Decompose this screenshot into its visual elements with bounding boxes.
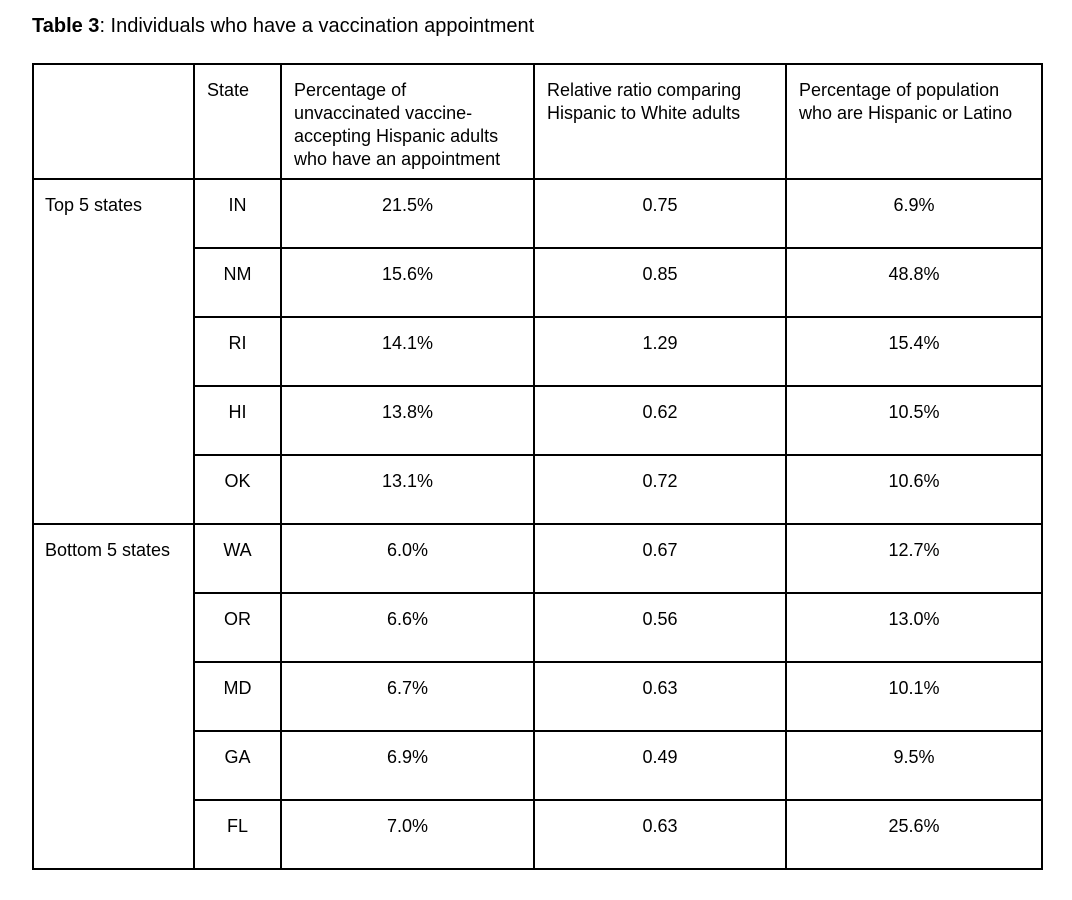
pct-appointment-cell: 21.5% bbox=[280, 178, 535, 249]
state-cell: HI bbox=[193, 385, 282, 456]
table-row: RI 14.1% 1.29 15.4% bbox=[33, 316, 1043, 387]
pct-hispanic-cell: 13.0% bbox=[785, 592, 1043, 663]
group-label-top5: Top 5 states bbox=[32, 178, 195, 525]
pct-appointment-cell: 13.1% bbox=[280, 454, 535, 525]
relative-ratio-cell: 0.85 bbox=[533, 247, 787, 318]
pct-hispanic-cell: 12.7% bbox=[785, 523, 1043, 594]
table-title-text: : Individuals who have a vaccination app… bbox=[99, 15, 535, 37]
table-row: MD 6.7% 0.63 10.1% bbox=[33, 661, 1043, 732]
table-row: HI 13.8% 0.62 10.5% bbox=[33, 385, 1043, 456]
header-pct-appointment: Percentage of unvaccinated vaccine-accep… bbox=[280, 63, 535, 180]
pct-appointment-cell: 6.0% bbox=[280, 523, 535, 594]
relative-ratio-cell: 0.62 bbox=[533, 385, 787, 456]
document-page: Table 3: Individuals who have a vaccinat… bbox=[32, 14, 1072, 870]
pct-hispanic-cell: 9.5% bbox=[785, 730, 1043, 801]
pct-hispanic-cell: 48.8% bbox=[785, 247, 1043, 318]
relative-ratio-cell: 0.72 bbox=[533, 454, 787, 525]
table-row: Top 5 states IN 21.5% 0.75 6.9% bbox=[32, 178, 1043, 525]
table-header-row: State Percentage of unvaccinated vaccine… bbox=[32, 63, 1043, 180]
relative-ratio-cell: 0.75 bbox=[533, 178, 787, 249]
state-cell: NM bbox=[193, 247, 282, 318]
relative-ratio-cell: 0.67 bbox=[533, 523, 787, 594]
table-row: FL 7.0% 0.63 25.6% bbox=[33, 799, 1043, 870]
relative-ratio-cell: 0.56 bbox=[533, 592, 787, 663]
table-title-number: Table 3 bbox=[32, 15, 100, 37]
pct-appointment-cell: 15.6% bbox=[280, 247, 535, 318]
pct-hispanic-cell: 6.9% bbox=[785, 178, 1043, 249]
table-title: Table 3: Individuals who have a vaccinat… bbox=[32, 14, 1072, 38]
table-row: Bottom 5 states WA 6.0% 0.67 12.7% bbox=[32, 523, 1043, 870]
state-cell: MD bbox=[193, 661, 282, 732]
pct-appointment-cell: 7.0% bbox=[280, 799, 535, 870]
state-cell: GA bbox=[193, 730, 282, 801]
table-row: OR 6.6% 0.56 13.0% bbox=[33, 592, 1043, 663]
pct-hispanic-cell: 25.6% bbox=[785, 799, 1043, 870]
relative-ratio-cell: 0.49 bbox=[533, 730, 787, 801]
pct-hispanic-cell: 10.6% bbox=[785, 454, 1043, 525]
pct-hispanic-cell: 10.1% bbox=[785, 661, 1043, 732]
state-cell: WA bbox=[193, 523, 282, 594]
table-row: NM 15.6% 0.85 48.8% bbox=[33, 247, 1043, 318]
header-state: State bbox=[193, 63, 282, 180]
group-label-bottom5: Bottom 5 states bbox=[32, 523, 195, 870]
state-cell: RI bbox=[193, 316, 282, 387]
pct-hispanic-cell: 15.4% bbox=[785, 316, 1043, 387]
relative-ratio-cell: 0.63 bbox=[533, 799, 787, 870]
table-row: GA 6.9% 0.49 9.5% bbox=[33, 730, 1043, 801]
vaccination-appointment-table: State Percentage of unvaccinated vaccine… bbox=[32, 63, 1043, 870]
pct-appointment-cell: 6.7% bbox=[280, 661, 535, 732]
header-pct-hispanic: Percentage of population who are Hispani… bbox=[785, 63, 1043, 180]
relative-ratio-cell: 0.63 bbox=[533, 661, 787, 732]
state-cell: IN bbox=[193, 178, 282, 249]
state-cell: OR bbox=[193, 592, 282, 663]
state-cell: FL bbox=[193, 799, 282, 870]
pct-hispanic-cell: 10.5% bbox=[785, 385, 1043, 456]
header-group-blank bbox=[32, 63, 195, 180]
pct-appointment-cell: 6.9% bbox=[280, 730, 535, 801]
table-row: OK 13.1% 0.72 10.6% bbox=[33, 454, 1043, 525]
pct-appointment-cell: 6.6% bbox=[280, 592, 535, 663]
relative-ratio-cell: 1.29 bbox=[533, 316, 787, 387]
pct-appointment-cell: 13.8% bbox=[280, 385, 535, 456]
state-cell: OK bbox=[193, 454, 282, 525]
header-relative-ratio: Relative ratio comparing Hispanic to Whi… bbox=[533, 63, 787, 180]
pct-appointment-cell: 14.1% bbox=[280, 316, 535, 387]
